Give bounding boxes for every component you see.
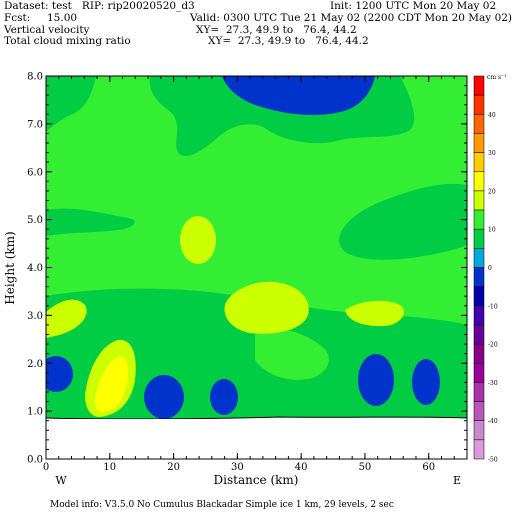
y-tick-label: 6.0 [27, 167, 43, 178]
y-tick-label: 8.0 [27, 72, 43, 83]
y-tick-label: 4.0 [27, 263, 43, 274]
header-dataset: Dataset: test RIP: rip20020520_d3 [4, 0, 195, 12]
colorbar-swatch [473, 209, 485, 230]
colorbar-swatch [473, 228, 485, 249]
x-axis-label: Distance (km) [214, 473, 299, 487]
colorbar-label: -40 [488, 418, 498, 425]
axis-ticks [45, 75, 468, 460]
header-valid: Valid: 0300 UTC Tue 21 May 02 (2200 CDT … [190, 12, 512, 24]
terrain-line [46, 416, 467, 419]
colorbar-swatch [473, 305, 485, 326]
blue-region-lower-1 [144, 375, 184, 419]
footer-model-info: Model info: V3.5.0 No Cumulus Blackadar … [50, 500, 394, 510]
terrain-mask [46, 417, 467, 419]
mid-green-region-right [339, 183, 467, 260]
y-tick-label: 0.0 [27, 455, 43, 466]
colorbar-swatch [473, 267, 485, 287]
x-tick-label: 10 [103, 462, 116, 473]
header-xy1: XY= 27.3, 49.9 to 76.4, 44.2 [196, 24, 357, 36]
header-field2: Total cloud mixing ratio [4, 35, 131, 47]
colorbar-swatch [473, 343, 485, 364]
header-field1: Vertical velocity [4, 24, 90, 36]
colorbar-swatch [473, 286, 485, 307]
colorbar-swatch [473, 324, 485, 345]
y-tick-label: 5.0 [27, 215, 43, 226]
x-tick-label: 0 [43, 462, 49, 473]
colorbar-swatch [473, 248, 485, 268]
colorbar-label: 10 [488, 227, 496, 234]
colorbar-swatch [473, 401, 485, 421]
colorbar-label: -30 [488, 380, 498, 387]
colorbar-swatch [473, 190, 485, 211]
yellow-green-region-center [224, 281, 309, 334]
y-tick-label: 2.0 [27, 359, 43, 370]
x-end-label-east: E [453, 474, 461, 487]
header-fcst: Fcst: 15.00 [4, 12, 78, 24]
header-xy2: XY= 27.3, 49.9 to 76.4, 44.2 [208, 35, 369, 47]
axis-labels: 0 10 20 30 40 50 60 0.0 1.0 2.0 3.0 4.0 5.0 6.0 7.0 8.0 [27, 72, 435, 474]
yellow-green-region-left [46, 299, 87, 338]
colorbar-swatch [473, 171, 485, 192]
blue-region-lower-2 [210, 379, 238, 415]
x-tick-label: 60 [422, 462, 435, 473]
colorbar-swatch [473, 152, 485, 173]
light-green-gap-lower [255, 328, 329, 380]
y-tick-label: 1.0 [27, 407, 43, 418]
colorbar-label: 40 [488, 112, 496, 119]
blue-region-top [222, 76, 375, 115]
blue-region-left [46, 356, 73, 392]
yellow-green-blob-left [180, 216, 216, 264]
colorbar-label: -20 [488, 342, 498, 349]
yellow-green-region-right [345, 300, 405, 327]
colorbar-label: 30 [488, 150, 496, 157]
x-tick-label: 30 [231, 462, 244, 473]
x-tick-label: 40 [295, 462, 308, 473]
x-tick-label: 20 [167, 462, 180, 473]
colorbar: 40 30 20 10 0 -10 -20 -30 -40 -50 [473, 75, 498, 464]
y-tick-label: 3.0 [27, 311, 43, 322]
colorbar-label: -50 [488, 457, 498, 464]
colorbar-swatch [473, 94, 485, 115]
colorbar-label: -10 [488, 303, 498, 310]
colorbar-swatch [473, 75, 485, 96]
mid-green-region-top-left [46, 76, 96, 132]
x-tick-label: 50 [359, 462, 372, 473]
mid-green-region-left-mid [46, 208, 135, 236]
colorbar-swatch [473, 363, 485, 383]
blue-region-lower-3 [358, 354, 394, 406]
y-tick-label: 7.0 [27, 119, 43, 130]
colorbar-swatch [473, 133, 485, 153]
colorbar-label: 0 [488, 265, 492, 272]
colorbar-swatch [473, 439, 485, 460]
colorbar-swatch [473, 114, 485, 134]
colorbar-unit: cm s⁻¹ [487, 74, 507, 81]
colorbar-swatch [473, 382, 485, 402]
header-init: Init: 1200 UTC Mon 20 May 02 [330, 0, 497, 12]
x-end-label-west: W [55, 474, 67, 487]
blue-region-lower-4 [412, 359, 440, 405]
colorbar-label: 20 [488, 188, 496, 195]
colorbar-swatch [473, 420, 485, 441]
yellow-region-lower-left [94, 356, 128, 412]
y-axis-label: Height (km) [3, 231, 17, 304]
